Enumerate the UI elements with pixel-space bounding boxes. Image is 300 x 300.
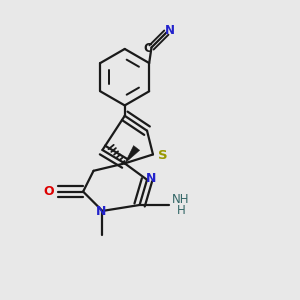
Text: N: N <box>96 205 106 218</box>
Text: H: H <box>177 204 185 218</box>
Text: NH: NH <box>172 193 189 206</box>
Text: O: O <box>44 185 54 198</box>
Text: C: C <box>143 42 152 56</box>
Text: S: S <box>158 148 167 162</box>
Text: N: N <box>146 172 156 185</box>
Polygon shape <box>125 146 140 164</box>
Text: N: N <box>165 24 175 37</box>
